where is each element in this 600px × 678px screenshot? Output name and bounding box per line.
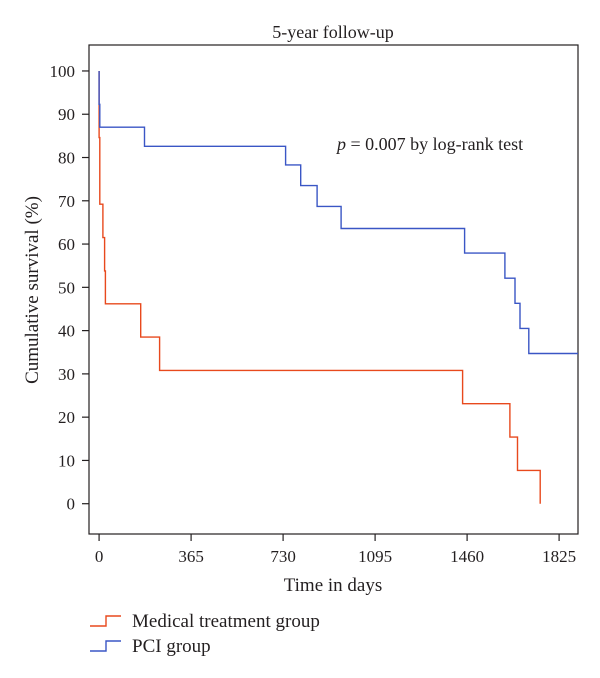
annotation-p: p — [335, 134, 346, 154]
y-tick-label: 10 — [58, 451, 75, 470]
y-tick-label: 0 — [67, 495, 76, 514]
y-tick-label: 40 — [58, 322, 75, 341]
y-axis: 0 10 20 30 40 50 60 70 80 90 100 — [50, 62, 89, 514]
x-tick-label: 1825 — [542, 547, 576, 566]
series-layer — [98, 71, 578, 504]
legend-label: PCI group — [132, 636, 211, 657]
annotation-text: = 0.007 by log-rank test — [346, 134, 523, 154]
y-tick-label: 60 — [58, 235, 75, 254]
y-tick-label: 70 — [58, 192, 75, 211]
y-tick-label: 100 — [50, 62, 76, 81]
legend-label: Medical treatment group — [132, 611, 320, 632]
y-tick-label: 30 — [58, 365, 75, 384]
annotation: p = 0.007 by log-rank test — [335, 134, 523, 154]
x-tick-label: 0 — [95, 547, 104, 566]
x-tick-label: 1460 — [450, 547, 484, 566]
x-tick-label: 1095 — [358, 547, 392, 566]
series-line-medical-treatment — [98, 71, 541, 504]
y-axis-title: Cumulative survival (%) — [22, 196, 43, 384]
legend-swatch — [90, 615, 121, 627]
x-tick-label: 365 — [178, 547, 204, 566]
plot-frame — [88, 44, 579, 535]
y-tick-label: 90 — [58, 105, 75, 124]
y-tick-label: 20 — [58, 408, 75, 427]
y-tick-label: 50 — [58, 278, 75, 297]
chart-title: 5-year follow-up — [272, 22, 393, 42]
legend: Medical treatment group PCI group — [90, 611, 320, 657]
x-tick-label: 730 — [270, 547, 296, 566]
x-axis: 0 365 730 1095 1460 1825 — [95, 534, 576, 566]
x-axis-title: Time in days — [284, 575, 383, 596]
legend-swatch — [90, 640, 121, 652]
y-tick-label: 80 — [58, 149, 75, 168]
series-line-pci — [98, 71, 578, 355]
